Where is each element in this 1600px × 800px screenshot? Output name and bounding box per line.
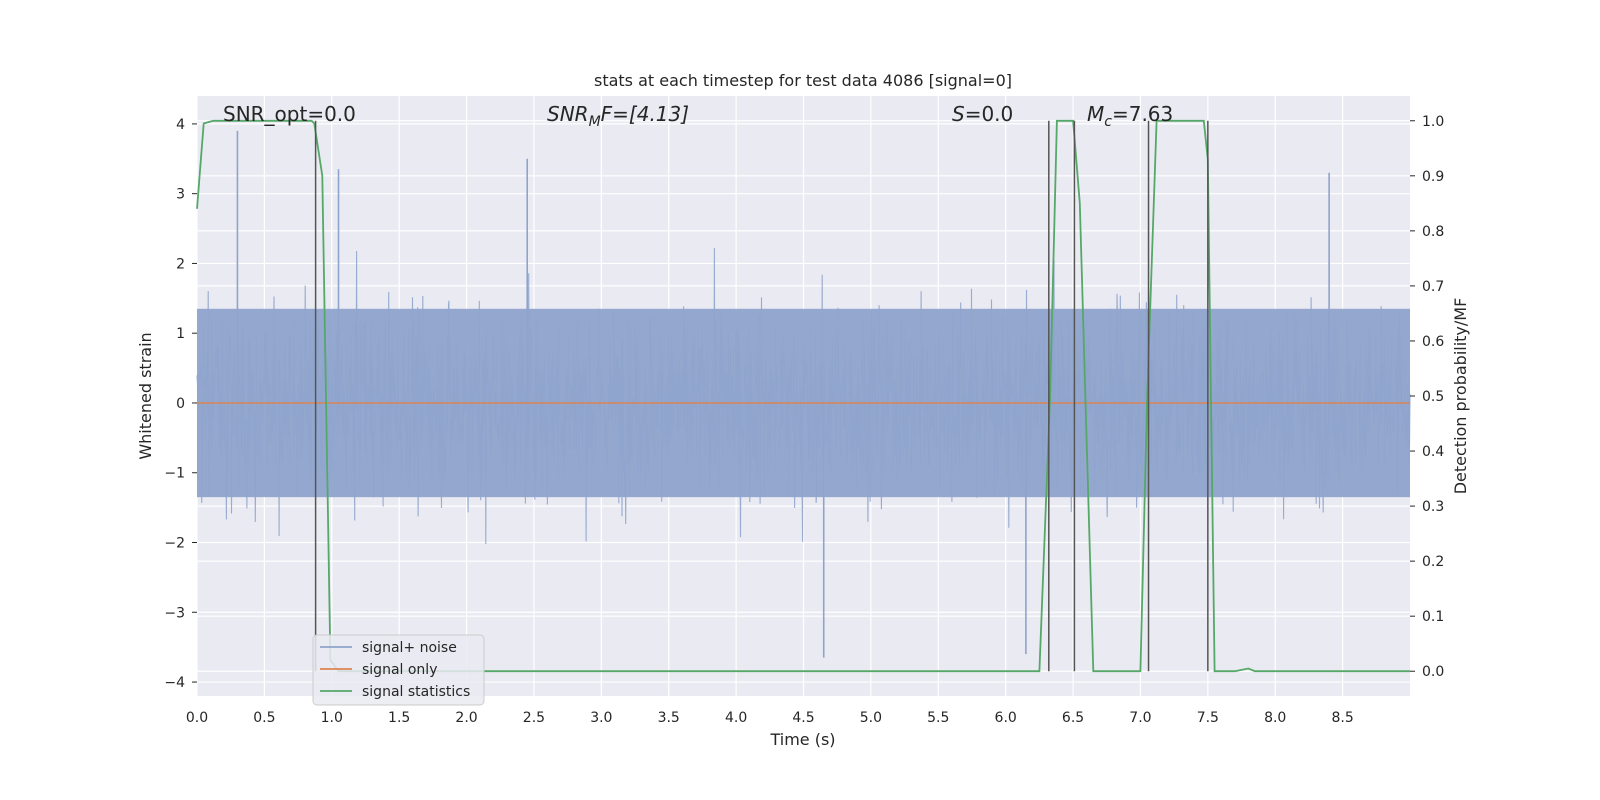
y2-tick-label-2: 0.2: [1422, 554, 1444, 570]
x-tick-label-12: 6.0: [995, 710, 1017, 726]
y-axis-label-right: Detection probability/MF: [1451, 298, 1470, 495]
legend-label-statistics: signal statistics: [362, 684, 470, 700]
x-tick-label-1: 0.5: [253, 710, 275, 726]
y-tick-label-1: −3: [164, 605, 185, 621]
annotation-mc-sub: c: [1104, 114, 1112, 130]
chart-title: stats at each timestep for test data 408…: [594, 71, 1012, 90]
x-tick-label-5: 2.5: [523, 710, 545, 726]
y-tick-label-0: −4: [164, 675, 185, 691]
y-tick-label-6: 2: [176, 256, 185, 272]
x-tick-label-0: 0.0: [186, 710, 208, 726]
annotation-snr-mf-rest: F=[4.13]: [601, 102, 689, 126]
annotation-mc-rest: =7.63: [1112, 102, 1173, 126]
y2-tick-label-5: 0.5: [1422, 389, 1444, 405]
y2-tick-label-4: 0.4: [1422, 444, 1444, 460]
annotation-mc-main: M: [1087, 102, 1104, 126]
annotation-snr-opt: SNR_opt=0.0: [223, 102, 356, 126]
x-tick-label-15: 7.5: [1197, 710, 1219, 726]
x-tick-label-4: 2.0: [455, 710, 477, 726]
y2-tick-label-0: 0.0: [1422, 664, 1444, 680]
x-tick-label-14: 7.0: [1129, 710, 1151, 726]
y-axis-left-ticks: −4 −3 −2 −1 0 1 2 3 4: [164, 117, 197, 691]
y-tick-label-2: −2: [164, 536, 185, 552]
y2-tick-label-8: 0.8: [1422, 224, 1444, 240]
y-tick-label-8: 4: [176, 117, 185, 133]
y-tick-label-5: 1: [176, 326, 185, 342]
y-tick-label-4: 0: [176, 396, 185, 412]
legend: signal+ noise signal only signal statist…: [312, 634, 485, 706]
annotation-s-main: S: [952, 102, 965, 126]
y-axis-right-ticks: 0.0 0.1 0.2 0.3 0.4 0.5 0.6 0.7 0.8 0.9 1.0: [1410, 114, 1444, 680]
annotation-s-rest: =0.0: [965, 102, 1014, 126]
x-tick-label-17: 8.5: [1331, 710, 1353, 726]
signal-statistics-line: [196, 119, 1410, 673]
x-tick-label-6: 3.0: [590, 710, 612, 726]
x-tick-label-11: 5.5: [927, 710, 949, 726]
legend-label-signal: signal only: [362, 662, 437, 678]
x-tick-label-16: 8.0: [1264, 710, 1286, 726]
annotation-s: S=0.0: [952, 102, 1013, 126]
legend-label-noise: signal+ noise: [362, 640, 457, 656]
y2-tick-label-3: 0.3: [1422, 499, 1444, 515]
annotation-snr-mf: SNRMF=[4.13]: [547, 102, 689, 130]
x-axis-ticks: 0.0 0.5 1.0 1.5 2.0 2.5 3.0 3.5 4.0 4.5 5.0 5.5 6.0 6…: [186, 710, 1354, 726]
legend-box: [312, 634, 485, 706]
y2-tick-label-10: 1.0: [1422, 114, 1444, 130]
y2-tick-label-1: 0.1: [1422, 609, 1444, 625]
y2-tick-label-6: 0.6: [1422, 334, 1444, 350]
x-tick-label-7: 3.5: [658, 710, 680, 726]
vertical-markers: [314, 120, 1209, 672]
y-axis-label-left: Whitened strain: [136, 332, 155, 459]
x-tick-label-3: 1.5: [388, 710, 410, 726]
x-tick-label-10: 5.0: [860, 710, 882, 726]
x-tick-label-2: 1.0: [321, 710, 343, 726]
x-tick-label-13: 6.5: [1062, 710, 1084, 726]
x-tick-label-9: 4.5: [792, 710, 814, 726]
annotation-snr-mf-sub: M: [589, 114, 601, 130]
x-tick-label-8: 4.0: [725, 710, 747, 726]
x-axis-label: Time (s): [769, 730, 835, 749]
annotation-snr-mf-main: SNR: [547, 102, 589, 126]
annotation-mc: Mc=7.63: [1087, 102, 1173, 130]
y2-tick-label-7: 0.7: [1422, 279, 1444, 295]
y2-tick-label-9: 0.9: [1422, 169, 1444, 185]
y-tick-label-3: −1: [164, 466, 185, 482]
y-tick-label-7: 3: [176, 187, 185, 203]
